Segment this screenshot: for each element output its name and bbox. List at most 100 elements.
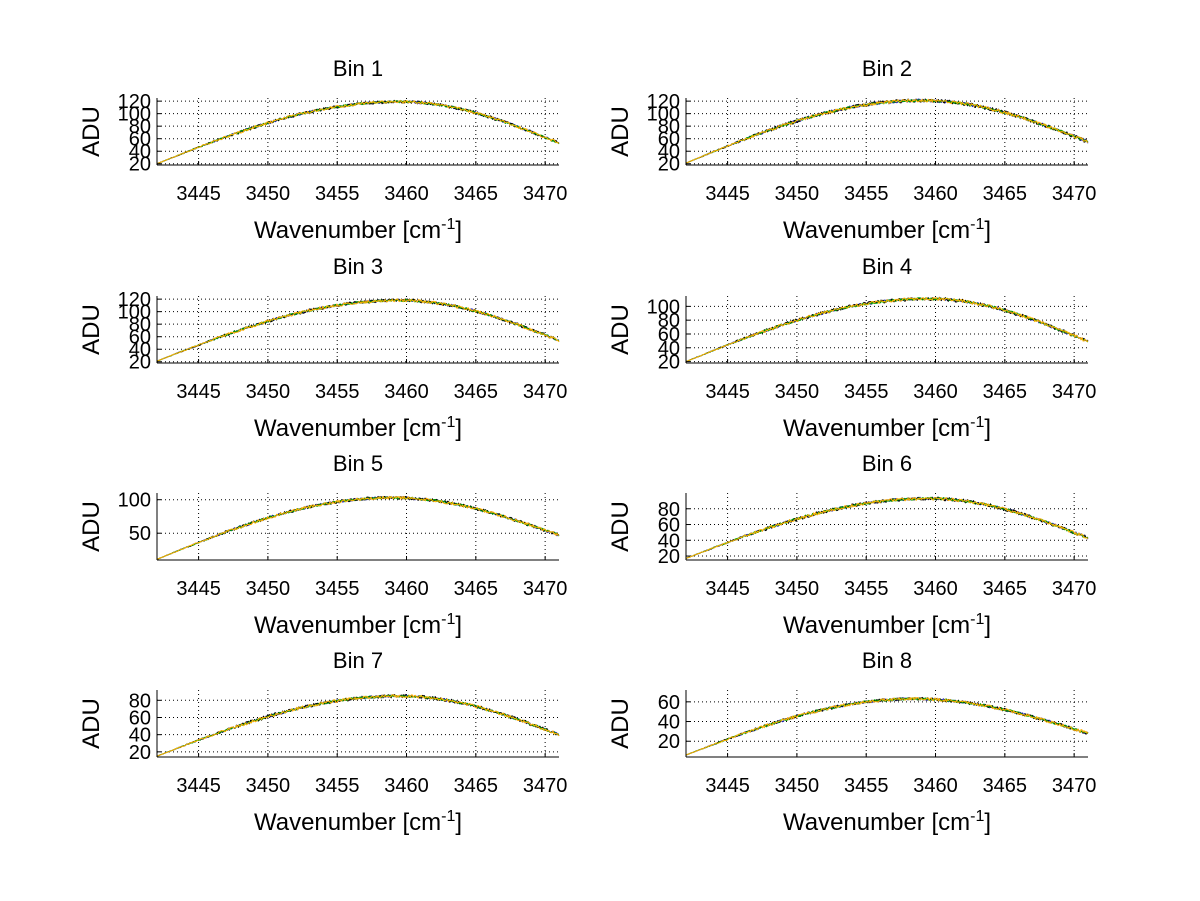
- x-tick-label: 3445: [176, 381, 221, 403]
- panel-title: Bin 8: [862, 648, 912, 673]
- plot-area: [686, 98, 1088, 165]
- x-tick-label: 3450: [246, 775, 291, 797]
- y-tick-label: 60: [129, 327, 151, 349]
- y-tick-label: 100: [118, 302, 151, 324]
- y-tick-label: 20: [658, 352, 680, 374]
- x-tick-label: 3460: [384, 183, 429, 205]
- x-tick-label: 3470: [523, 183, 568, 205]
- x-tick-label: 3455: [315, 578, 360, 600]
- y-tick-label: 40: [658, 141, 680, 163]
- series-line-4: [156, 100, 560, 165]
- panel-bin-5: 3445 3450 3455 3460 3465 3470 50 100 Bin 5 Wavenu…: [78, 451, 567, 639]
- panel-title: Bin 3: [333, 254, 383, 279]
- x-axis-label-main: Wavenumber [cm: [783, 612, 970, 639]
- x-axis-label-main: Wavenumber [cm: [783, 217, 970, 244]
- x-tick-label: 3465: [454, 578, 499, 600]
- y-tick-label: 40: [129, 725, 151, 747]
- y-tick-label: 40: [658, 338, 680, 360]
- x-axis-label-main: Wavenumber [cm: [783, 809, 970, 836]
- x-axis-label-tail: ]: [455, 809, 462, 836]
- y-tick-label: 20: [658, 154, 680, 176]
- x-tick-label: 3445: [176, 775, 221, 797]
- x-tick-label: 3450: [775, 775, 820, 797]
- x-axis-label-tail: ]: [455, 612, 462, 639]
- y-tick-label: 20: [658, 731, 680, 753]
- x-tick-label: 3465: [983, 775, 1028, 797]
- x-tick-label: 3450: [246, 381, 291, 403]
- x-axis-label-sup: -1: [970, 808, 984, 825]
- x-axis-label-tail: ]: [984, 612, 991, 639]
- x-tick-label: 3460: [384, 578, 429, 600]
- x-axis-label: Wavenumber [cm-1]: [254, 808, 462, 836]
- x-tick-label: 3450: [246, 578, 291, 600]
- y-tick-label: 100: [647, 296, 680, 318]
- x-tick-label: 3445: [705, 578, 750, 600]
- x-tick-label: 3460: [913, 775, 958, 797]
- x-axis-label-tail: ]: [455, 217, 462, 244]
- x-axis-label: Wavenumber [cm-1]: [783, 808, 991, 836]
- x-axis-label: Wavenumber [cm-1]: [254, 611, 462, 639]
- x-axis-label-main: Wavenumber [cm: [254, 415, 441, 442]
- x-tick-label: 3450: [246, 183, 291, 205]
- y-axis-label: ADU: [78, 501, 105, 552]
- y-tick-label: 60: [658, 692, 680, 714]
- y-tick-label: 40: [129, 339, 151, 361]
- x-axis-label-tail: ]: [984, 415, 991, 442]
- y-tick-label: 60: [658, 129, 680, 151]
- series-line-4: [156, 298, 560, 362]
- y-axis-label: ADU: [607, 698, 634, 749]
- x-axis-label-tail: ]: [984, 217, 991, 244]
- plot-area: [157, 98, 559, 165]
- x-tick-label: 3465: [983, 381, 1028, 403]
- x-tick-label: 3450: [775, 381, 820, 403]
- x-axis-label: Wavenumber [cm-1]: [783, 414, 991, 442]
- y-axis-label: ADU: [78, 106, 105, 157]
- y-tick-label: 80: [658, 499, 680, 521]
- y-tick-label: 120: [118, 289, 151, 311]
- y-tick-label: 100: [118, 490, 151, 512]
- x-tick-label: 3470: [1052, 578, 1097, 600]
- y-axis-label: ADU: [607, 304, 634, 355]
- x-tick-label: 3445: [705, 183, 750, 205]
- x-tick-label: 3470: [1052, 775, 1097, 797]
- x-tick-label: 3455: [844, 775, 889, 797]
- y-tick-label: 120: [647, 91, 680, 113]
- y-axis-label: ADU: [607, 501, 634, 552]
- x-axis-label-main: Wavenumber [cm: [783, 415, 970, 442]
- x-axis-label: Wavenumber [cm-1]: [254, 414, 462, 442]
- x-tick-label: 3450: [775, 578, 820, 600]
- y-tick-label: 120: [118, 91, 151, 113]
- plot-area: [686, 493, 1088, 560]
- y-tick-label: 20: [129, 352, 151, 374]
- panel-title: Bin 4: [862, 254, 912, 279]
- panel-title: Bin 6: [862, 451, 912, 476]
- plot-area: [157, 296, 559, 363]
- y-tick-label: 60: [129, 707, 151, 729]
- x-tick-label: 3445: [176, 183, 221, 205]
- y-tick-label: 80: [129, 690, 151, 712]
- y-tick-label: 80: [658, 310, 680, 332]
- x-tick-label: 3455: [844, 381, 889, 403]
- x-axis-label-sup: -1: [441, 611, 455, 628]
- y-tick-label: 40: [129, 141, 151, 163]
- x-tick-label: 3470: [523, 381, 568, 403]
- series-line-3: [685, 99, 1089, 164]
- x-tick-label: 3460: [384, 381, 429, 403]
- x-tick-label: 3470: [1052, 183, 1097, 205]
- x-tick-label: 3455: [315, 183, 360, 205]
- x-tick-label: 3455: [315, 381, 360, 403]
- x-axis-label-sup: -1: [970, 216, 984, 233]
- y-tick-label: 100: [118, 104, 151, 126]
- x-tick-label: 3470: [523, 775, 568, 797]
- x-axis-label: Wavenumber [cm-1]: [254, 216, 462, 244]
- series-line-4: [156, 495, 560, 560]
- x-tick-label: 3455: [844, 183, 889, 205]
- x-axis-label-sup: -1: [970, 611, 984, 628]
- y-axis-label: ADU: [78, 304, 105, 355]
- y-tick-label: 80: [129, 116, 151, 138]
- x-tick-label: 3455: [315, 775, 360, 797]
- series-line-4: [685, 696, 1089, 756]
